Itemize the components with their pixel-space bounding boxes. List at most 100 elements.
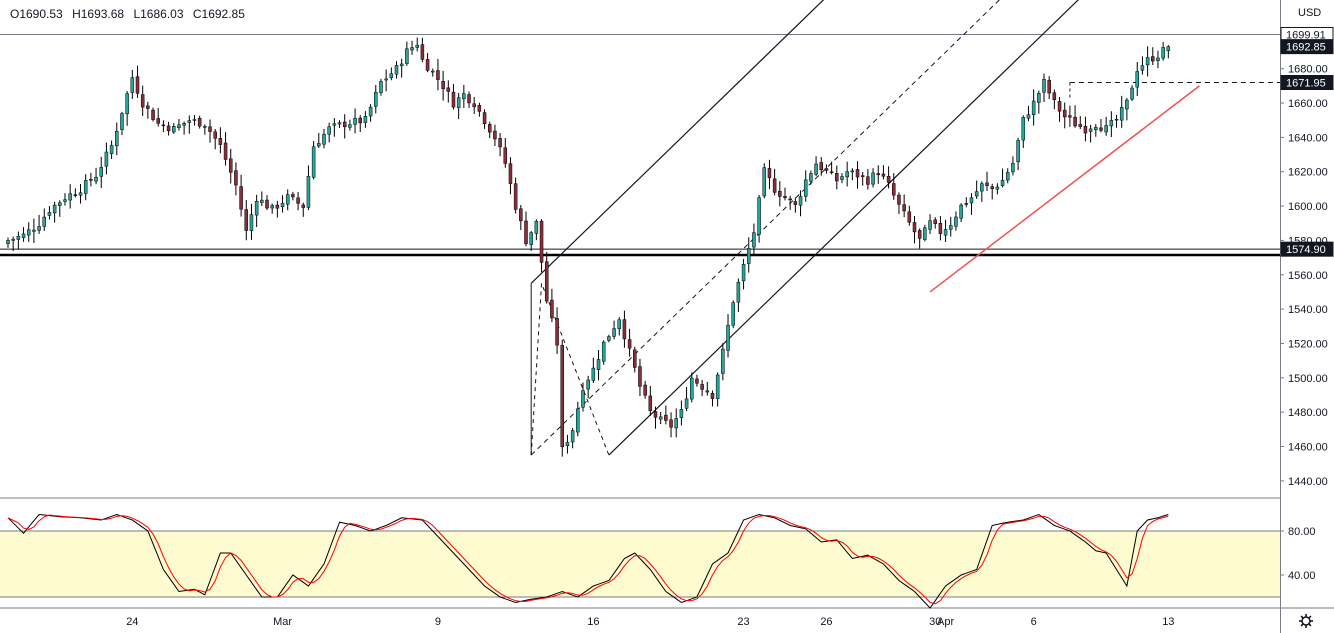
candle-body[interactable] [1057,101,1062,112]
candle-body[interactable] [798,196,803,206]
candle-body[interactable] [985,182,989,186]
candle-body[interactable] [1031,100,1036,116]
support-trendline[interactable] [929,85,1200,293]
candle-body[interactable] [125,93,129,115]
candle-body[interactable] [1047,79,1051,94]
candle-body[interactable] [938,223,943,234]
candle-body[interactable] [441,81,445,89]
candle-body[interactable] [498,138,502,148]
candle-body[interactable] [633,349,637,368]
candle-body[interactable] [539,220,544,263]
candle-body[interactable] [140,94,145,108]
candle-body[interactable] [399,63,404,67]
candle-body[interactable] [519,208,523,222]
candle-body[interactable] [280,202,285,208]
candle-body[interactable] [954,216,958,227]
candle-body[interactable] [902,204,906,212]
candle-body[interactable] [669,419,673,428]
candle-body[interactable] [513,183,518,210]
candle-body[interactable] [275,204,280,209]
candle-body[interactable] [135,76,140,94]
candle-body[interactable] [741,264,746,282]
candle-body[interactable] [591,367,596,381]
candle-body[interactable] [690,377,694,400]
candle-body[interactable] [1062,109,1067,118]
candle-body[interactable] [871,172,875,185]
candle-body[interactable] [296,197,300,204]
candle-body[interactable] [529,232,533,245]
candle-body[interactable] [1078,124,1083,127]
candle-body[interactable] [809,173,813,182]
candle-body[interactable] [83,180,88,194]
candle-body[interactable] [1151,56,1155,62]
candle-body[interactable] [32,229,36,232]
candle-body[interactable] [228,158,233,173]
candle-body[interactable] [78,192,83,196]
candle-body[interactable] [436,70,440,80]
candle-body[interactable] [1005,172,1010,181]
candle-body[interactable] [845,171,849,178]
candle-body[interactable] [1140,65,1145,71]
candle-body[interactable] [353,118,357,125]
candle-body[interactable] [964,203,969,205]
candle-body[interactable] [508,163,513,184]
candle-body[interactable] [306,176,311,208]
candle-body[interactable] [612,328,616,337]
candle-body[interactable] [814,163,818,175]
candle-body[interactable] [172,126,176,133]
candle-body[interactable] [1135,71,1139,88]
candle-body[interactable] [959,204,963,219]
candle-body[interactable] [627,339,632,349]
candle-body[interactable] [762,167,767,197]
candle-body[interactable] [560,345,565,448]
candle-body[interactable] [1156,57,1160,62]
candle-body[interactable] [736,281,741,303]
candle-body[interactable] [1109,120,1114,127]
candle-body[interactable] [6,240,10,244]
candle-body[interactable] [203,126,207,128]
candle-body[interactable] [348,124,352,128]
candle-body[interactable] [912,222,917,233]
candle-body[interactable] [803,179,808,197]
candle-body[interactable] [368,106,373,117]
candle-body[interactable] [420,44,425,60]
candle-body[interactable] [487,124,492,133]
candle-body[interactable] [218,138,223,145]
candle-body[interactable] [192,119,197,121]
candle-body[interactable] [104,151,109,167]
candle-body[interactable] [151,109,155,120]
candle-body[interactable] [120,113,124,130]
candle-body[interactable] [881,173,886,177]
candle-body[interactable] [223,142,228,160]
candle-body[interactable] [358,117,362,124]
candle-body[interactable] [244,209,249,231]
candle-body[interactable] [679,409,684,418]
candle-body[interactable] [746,248,751,264]
candle-body[interactable] [897,194,901,205]
candle-body[interactable] [969,197,974,204]
candle-body[interactable] [1094,127,1098,131]
candle-body[interactable] [405,48,409,64]
candle-body[interactable] [1119,107,1124,121]
candle-body[interactable] [1125,99,1129,110]
candle-body[interactable] [700,384,704,390]
candle-body[interactable] [648,395,653,411]
candle-body[interactable] [73,194,78,196]
candle-body[interactable] [208,126,212,132]
candle-body[interactable] [949,225,953,230]
candle-body[interactable] [1104,125,1108,133]
candle-body[interactable] [42,216,47,227]
candle-body[interactable] [752,232,756,248]
candle-body[interactable] [462,93,466,100]
candle-body[interactable] [1073,116,1077,127]
candle-body[interactable] [239,186,243,210]
candle-body[interactable] [384,78,388,81]
candle-body[interactable] [1166,46,1171,51]
stochastic-d-line[interactable] [7,514,1169,605]
candle-body[interactable] [456,97,461,108]
candle-body[interactable] [933,219,937,224]
candle-body[interactable] [990,186,994,189]
zigzag-line[interactable] [530,283,610,456]
candle-body[interactable] [16,235,21,240]
